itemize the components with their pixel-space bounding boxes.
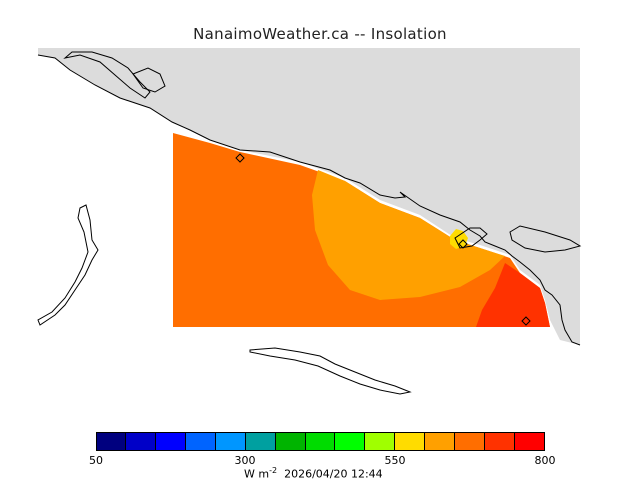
insolation-field-max [476,263,550,327]
colorbar-units: W m-2 2026/04/20 12:44 [244,466,383,481]
colorbar-swatch [395,432,426,451]
diamond-marker-icon [458,239,468,249]
colorbar-tick-label: 800 [534,454,556,467]
colorbar-swatch [365,432,396,451]
colorbar-swatch [155,432,186,451]
colorbar-tick-label: 300 [234,454,256,467]
colorbar-swatch [335,432,366,451]
units-label: W m [244,467,270,481]
insolation-field-mid [312,170,505,300]
colorbar-swatch [515,432,545,451]
colorbar-swatch [125,432,156,451]
colorbar-swatch [305,432,336,451]
map-title: NanaimoWeather.ca -- Insolation [193,25,447,43]
colorbar-swatch [485,432,516,451]
colorbar-swatch [245,432,276,451]
colorbar-swatch [425,432,456,451]
colorbar-swatch [96,432,126,451]
station-markers [235,153,531,326]
colorbar-tick-label: 50 [89,454,103,467]
colorbar-swatch [275,432,306,451]
colorbar-swatch [215,432,246,451]
colorbar-tick-label: 550 [384,454,406,467]
timestamp: 2026/04/20 12:44 [284,467,383,481]
insolation-field-high [450,229,468,249]
colorbar-swatch [455,432,486,451]
colorbar-swatch [185,432,216,451]
units-exponent: -2 [269,466,278,475]
coastlines [37,51,582,395]
diamond-marker-icon [235,153,245,163]
colorbar [96,432,551,452]
diamond-marker-icon [521,316,531,326]
